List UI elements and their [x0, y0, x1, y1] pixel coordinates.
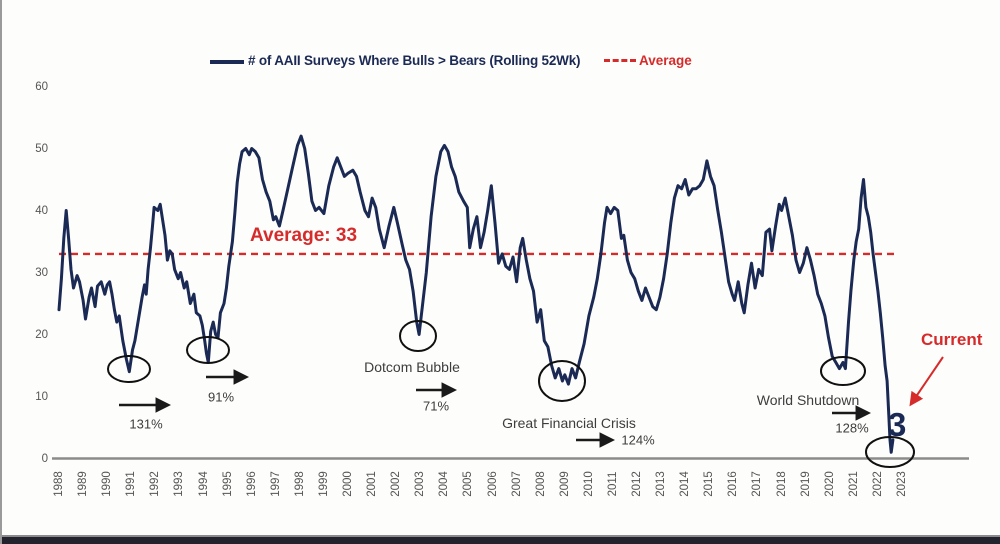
current-circle [865, 436, 915, 468]
current-label: Current [921, 330, 983, 349]
footer-bar [2, 535, 1000, 544]
current-value: 3 [888, 406, 907, 443]
event-circle [399, 320, 437, 352]
series-legend-swatch [210, 60, 244, 64]
event-circle [820, 356, 866, 386]
average-legend-swatch [604, 59, 636, 62]
event-circle [538, 360, 586, 402]
current-arrow-icon [909, 356, 944, 407]
series-legend-label: # of AAII Surveys Where Bulls > Bears (R… [248, 53, 581, 68]
chart-legend: # of AAII Surveys Where Bulls > Bears (R… [2, 0, 1000, 80]
average-legend-label: Average [639, 53, 692, 68]
average-callout: Average: 33 [250, 225, 358, 246]
event-circle [186, 336, 230, 364]
series-line [57, 134, 895, 454]
event-circle [107, 355, 151, 383]
